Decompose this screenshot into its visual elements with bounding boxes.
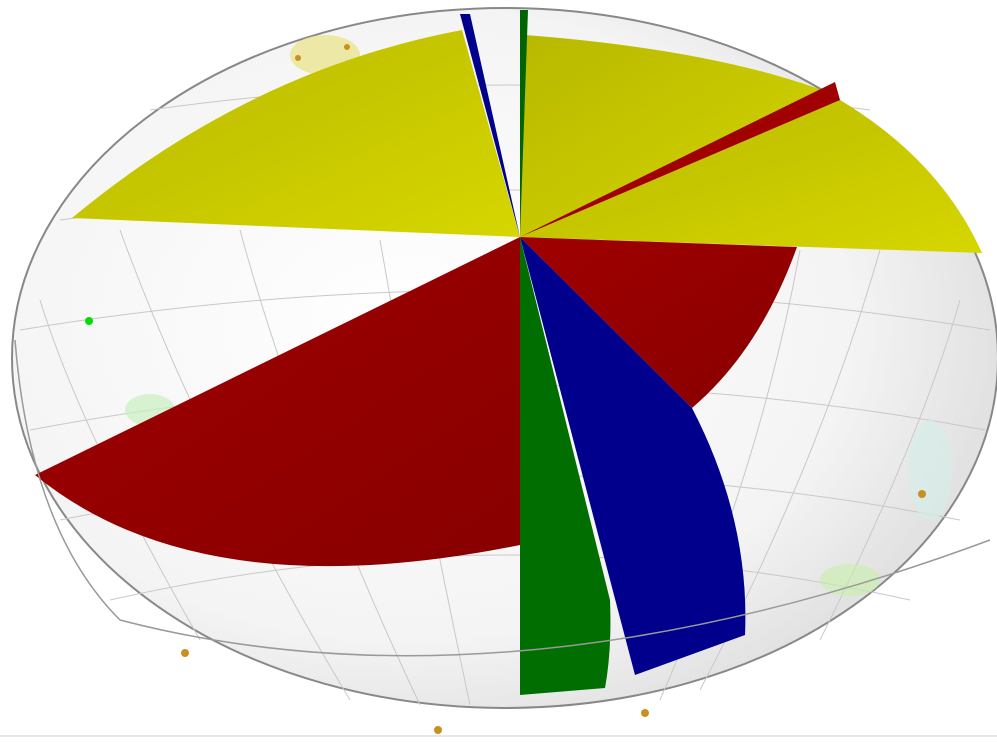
point <box>295 55 301 61</box>
green-wedge <box>520 10 528 237</box>
blue-wedge <box>520 237 746 675</box>
point <box>181 649 189 657</box>
point <box>344 44 350 50</box>
point <box>434 726 442 734</box>
yellow-wedge <box>520 35 835 237</box>
red-wedge <box>520 237 797 408</box>
green-wedge <box>520 237 611 695</box>
rim <box>14 339 991 657</box>
yellow-wedge <box>520 100 982 253</box>
density-spot <box>908 420 952 520</box>
red-wedge <box>35 237 520 567</box>
density-spot <box>820 564 880 596</box>
point <box>641 709 649 717</box>
point <box>85 317 93 325</box>
red-wedge <box>520 82 840 237</box>
point <box>918 490 926 498</box>
yellow-wedge <box>72 30 520 237</box>
blue-wedge <box>460 14 520 237</box>
